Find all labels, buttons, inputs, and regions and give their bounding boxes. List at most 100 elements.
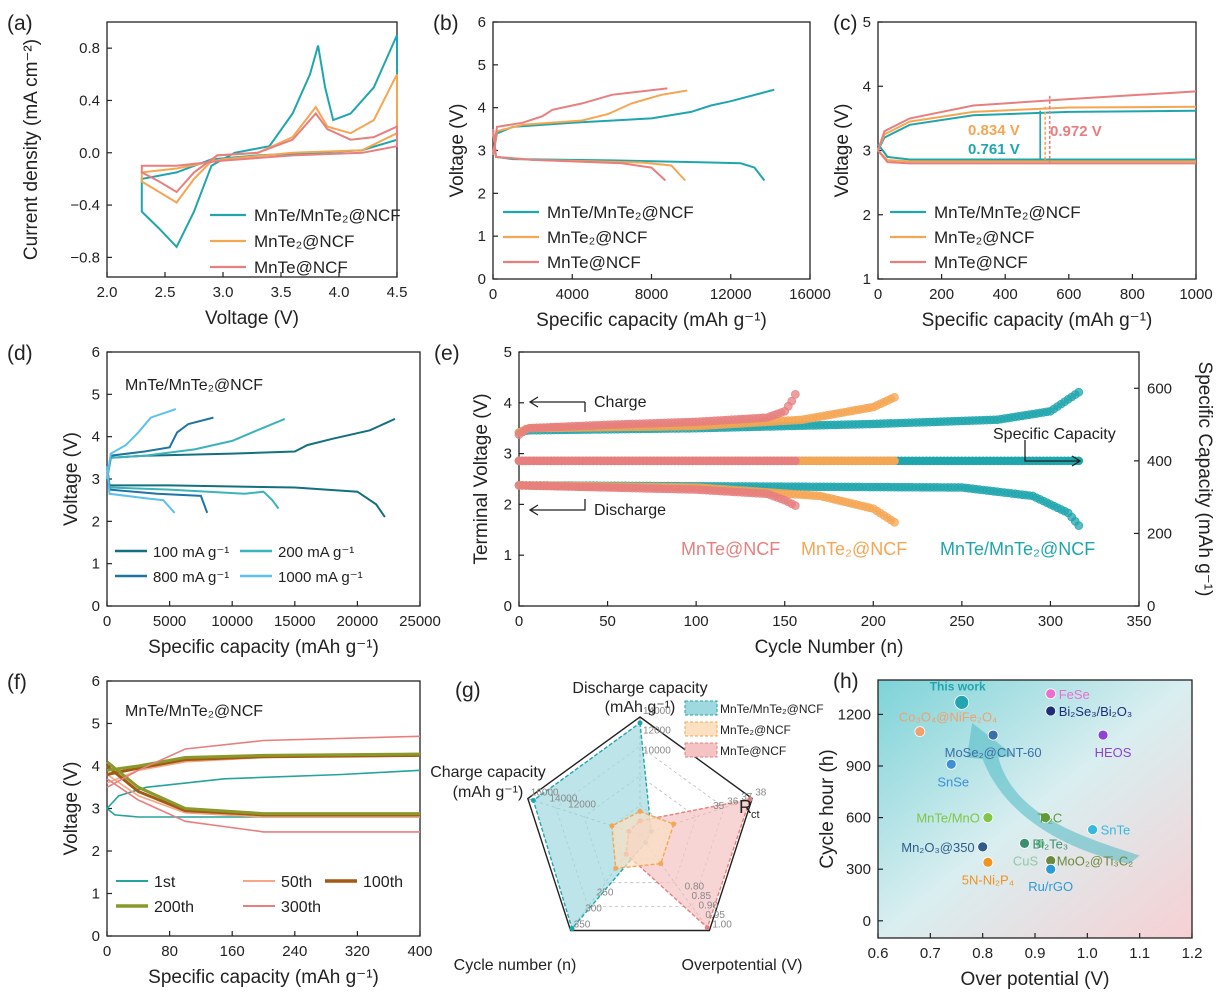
x-tick-label: 1.0 <box>1077 945 1098 962</box>
data-point <box>982 812 994 823</box>
y-tick-label: 0.4 <box>79 92 100 109</box>
plot-frame <box>106 21 398 278</box>
this-work-label: This work <box>930 679 986 693</box>
legend-entry: 100th <box>363 874 403 891</box>
legend-entry: MnTe₂@NCF <box>547 228 647 247</box>
radar-tick-label: 0.85 <box>692 891 712 902</box>
legend-entry: 200 mA g⁻¹ <box>278 544 354 561</box>
radar-tick-label: 35 <box>713 801 725 812</box>
point-label: Bi₂Te₃ <box>1033 836 1069 851</box>
charge-label: Charge <box>594 394 647 411</box>
radar-tick-label: 37 <box>741 792 753 803</box>
y-tick-label: 2 <box>92 513 100 530</box>
point-label: Bi₂Se₃/Bi₂O₃ <box>1059 704 1132 719</box>
y-tick-label: 4 <box>92 758 100 775</box>
data-point <box>1045 705 1057 717</box>
series-curve <box>140 73 398 204</box>
x-tick-label: 0 <box>103 613 111 630</box>
charge-curve <box>106 408 177 480</box>
panel-d: 0 5000 10000 15000 20000 25000 0 1 2 3 4 5 6 Specific… <box>7 342 441 658</box>
radar-point <box>637 808 643 814</box>
x-axis-title: Specific capacity (mAh g⁻¹) <box>148 967 379 988</box>
y-tick-label: 2 <box>92 843 100 860</box>
charge-curve <box>492 88 775 155</box>
x-tick-label: 200 <box>861 613 886 630</box>
x-tick-label: 15000 <box>274 613 316 630</box>
charge-point <box>1074 387 1084 397</box>
charge-curve <box>492 87 668 155</box>
plot-frame <box>877 21 1197 280</box>
x-tick-label: 4.0 <box>329 284 350 301</box>
data-point <box>954 694 970 710</box>
point-label: Mn₂O₃@350 <box>901 840 974 855</box>
point-label: SnTe <box>1101 823 1131 838</box>
panel-b: 0 4000 8000 12000 16000 0 1 2 3 4 5 6 Specific capac… <box>433 12 831 331</box>
y-tick-label: 5 <box>478 57 486 74</box>
trend-arrow <box>966 723 1140 865</box>
x-tick-label: 800 <box>1120 286 1145 303</box>
x-tick-label: 2.0 <box>97 284 118 301</box>
y-tick-label: 4 <box>478 100 486 117</box>
discharge-curve <box>106 760 420 816</box>
panel-title: MnTe/MnTe₂@NCF <box>125 377 263 394</box>
discharge-curve <box>492 128 667 182</box>
data-point <box>1045 688 1057 700</box>
discharge-curve <box>492 128 766 182</box>
radar-tick-label: 16000 <box>531 788 559 799</box>
y-tick-label: 5 <box>863 14 871 31</box>
legend-entry: MnTe/MnTe₂@NCF <box>720 702 824 716</box>
x-tick-label: 300 <box>1038 613 1063 630</box>
y-axis-title: Voltage (V) <box>447 104 468 198</box>
point-label: MnTe/MnO <box>916 811 980 826</box>
point-label: Ti₂C <box>1037 811 1062 826</box>
legend-entry: MnTe/MnTe₂@NCF <box>934 203 1081 222</box>
radar-axis-title: Discharge capacity <box>572 680 707 697</box>
x-tick-label: 10000 <box>211 613 253 630</box>
radar-series <box>611 810 675 870</box>
y-tick-label: 2 <box>504 496 512 513</box>
charge-point <box>787 396 797 406</box>
radar-point <box>671 821 677 827</box>
discharge-point <box>1074 521 1084 530</box>
x-tick-label: 100 <box>684 613 709 630</box>
data-point <box>914 726 926 737</box>
legend-entry: MnTe@NCF <box>254 258 348 277</box>
y-axis-title: Terminal Voltage (V) <box>471 393 492 564</box>
data-point <box>1087 824 1098 836</box>
x-tick-label: 12000 <box>710 286 752 303</box>
y-axis-title: Voltage (V) <box>61 432 82 526</box>
radar-tick-label: 0.95 <box>705 910 725 921</box>
x-tick-label: 3.5 <box>271 284 292 301</box>
y-tick-label: 1 <box>92 556 100 573</box>
radar-axis-unit: (mAh g⁻¹) <box>453 784 524 801</box>
y-tick-label: 6 <box>478 14 486 31</box>
x-tick-label: 20000 <box>337 613 379 630</box>
radar-axis-unit: (mAh g⁻¹) <box>605 699 676 716</box>
panel-h: 0.6 0.7 0.8 0.9 1.0 1.1 1.2 0 300 600 900 1200 Over … <box>817 670 1202 990</box>
radar-axis-subscript: ct <box>751 809 760 821</box>
x-axis-title: Over potential (V) <box>961 969 1110 990</box>
point-label: CuS <box>1013 853 1039 868</box>
y2-tick-label: 400 <box>1147 453 1172 470</box>
series-label: MnTe₂@NCF <box>801 539 907 559</box>
radar-point <box>609 823 615 829</box>
annotation: 0.972 V <box>1050 123 1102 140</box>
discharge-curve <box>106 778 420 833</box>
series-label: MnTe@NCF <box>681 539 780 559</box>
x-tick-label: 150 <box>772 613 797 630</box>
radar-tick-label: 14000 <box>549 794 577 805</box>
charge-curve <box>106 735 421 789</box>
plot-frame <box>492 21 811 280</box>
radar-axis-title: Cycle number (n) <box>454 957 577 974</box>
x-axis-title: Specific capacity (mAh g⁻¹) <box>922 310 1153 331</box>
charge-point <box>791 390 800 399</box>
x-axis-title: Voltage (V) <box>205 308 299 329</box>
y2-tick-label: 200 <box>1147 525 1172 542</box>
x-tick-label: 160 <box>220 943 245 960</box>
y-tick-label: 600 <box>846 810 871 827</box>
panel-label: (b) <box>433 12 459 35</box>
y-tick-label: 4 <box>863 78 871 95</box>
x-tick-label: 8000 <box>635 286 668 303</box>
point-label: MoSe₂@CNT-60 <box>945 745 1042 760</box>
x-tick-label: 1.2 <box>1182 945 1203 962</box>
